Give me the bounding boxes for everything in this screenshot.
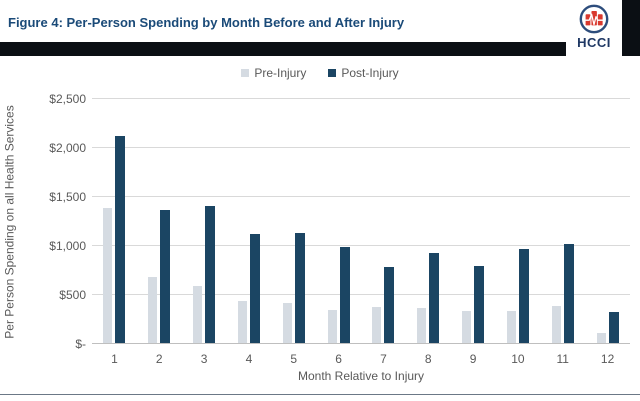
legend-swatch-pre-injury bbox=[241, 69, 250, 77]
legend-item-pre-injury: Pre-Injury bbox=[241, 66, 306, 80]
bar-post-injury-month-10 bbox=[518, 248, 529, 343]
x-tick-label: 2 bbox=[155, 352, 163, 366]
bar-post-injury-month-2 bbox=[160, 209, 171, 343]
x-tick-label: 8 bbox=[424, 352, 432, 366]
bar-post-injury-month-5 bbox=[294, 233, 305, 343]
bar-post-injury-month-4 bbox=[249, 234, 260, 343]
bar-post-injury-month-11 bbox=[563, 244, 574, 343]
header-corner-block bbox=[622, 0, 640, 56]
bar-pre-injury-month-7 bbox=[372, 307, 382, 343]
gridline bbox=[92, 245, 630, 246]
gridline bbox=[92, 196, 630, 197]
gridline bbox=[92, 98, 630, 99]
bar-pre-injury-month-1 bbox=[103, 207, 113, 343]
bar-pre-injury-month-10 bbox=[506, 310, 516, 343]
legend-label-pre-injury: Pre-Injury bbox=[254, 66, 307, 80]
bar-pre-injury-month-5 bbox=[282, 302, 292, 343]
gridline bbox=[92, 147, 630, 148]
legend-label-post-injury: Post-Injury bbox=[341, 66, 399, 80]
x-tick-label: 5 bbox=[290, 352, 298, 366]
x-tick-label: 3 bbox=[200, 352, 208, 366]
y-axis-title-text: Per Person Spending on all Health Servic… bbox=[3, 104, 17, 339]
x-tick-label: 12 bbox=[600, 352, 615, 366]
bar-pre-injury-month-6 bbox=[327, 310, 337, 343]
bar-pre-injury-month-12 bbox=[596, 332, 606, 343]
bar-post-injury-month-6 bbox=[339, 247, 350, 343]
header-band bbox=[0, 42, 640, 56]
x-tick-label: 4 bbox=[245, 352, 253, 366]
x-axis-title: Month Relative to Injury bbox=[297, 369, 425, 383]
bar-pre-injury-month-8 bbox=[417, 308, 427, 343]
hcci-logo-icon bbox=[579, 4, 609, 34]
chart-legend: Pre-Injury Post-Injury bbox=[0, 65, 640, 81]
y-tick-label: $2,500 bbox=[49, 92, 86, 106]
legend-swatch-post-injury bbox=[328, 69, 337, 77]
x-axis-line bbox=[92, 343, 630, 344]
hcci-logo-text: HCCI bbox=[577, 35, 611, 50]
y-tick-label: $1,000 bbox=[49, 239, 86, 253]
bar-pre-injury-month-11 bbox=[551, 306, 561, 343]
bar-post-injury-month-7 bbox=[384, 267, 395, 343]
x-tick-label: 1 bbox=[111, 352, 118, 366]
gridline bbox=[92, 294, 630, 295]
bar-pre-injury-month-9 bbox=[462, 310, 472, 343]
y-tick-label: $1,500 bbox=[49, 190, 86, 204]
x-tick-label: 7 bbox=[380, 352, 387, 366]
y-tick-label: $- bbox=[75, 337, 86, 351]
bar-post-injury-month-1 bbox=[115, 136, 126, 343]
x-tick-label: 6 bbox=[335, 352, 342, 366]
bar-pre-injury-month-4 bbox=[237, 300, 247, 343]
y-tick-label: $500 bbox=[59, 288, 86, 302]
plot-area bbox=[92, 98, 630, 344]
figure-title: Figure 4: Per-Person Spending by Month B… bbox=[8, 15, 405, 30]
bar-post-injury-month-12 bbox=[608, 311, 619, 343]
y-tick-label: $2,000 bbox=[49, 141, 86, 155]
bar-pre-injury-month-2 bbox=[148, 277, 158, 343]
bar-post-injury-month-3 bbox=[205, 205, 216, 343]
hcci-logo: HCCI bbox=[566, 0, 622, 56]
bar-post-injury-month-8 bbox=[429, 252, 440, 343]
bottom-rule bbox=[0, 394, 640, 395]
bar-pre-injury-month-3 bbox=[193, 286, 203, 343]
x-tick-label: 11 bbox=[556, 352, 569, 366]
bar-post-injury-month-9 bbox=[474, 265, 485, 343]
x-tick-label: 10 bbox=[511, 352, 525, 366]
legend-item-post-injury: Post-Injury bbox=[328, 66, 399, 80]
x-tick-label: 9 bbox=[469, 352, 477, 366]
y-axis-title: Per Person Spending on all Health Servic… bbox=[0, 99, 20, 344]
